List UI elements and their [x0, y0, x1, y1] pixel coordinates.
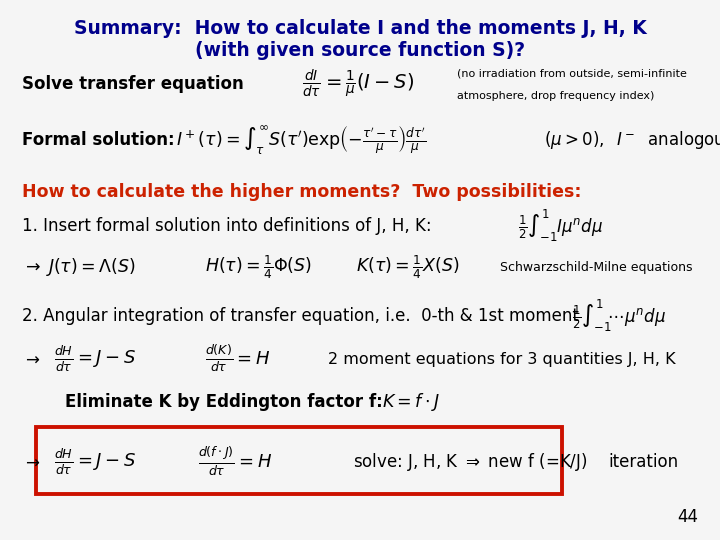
Text: 44: 44 — [678, 509, 698, 526]
Text: $(\mu > 0),$: $(\mu > 0),$ — [544, 130, 604, 151]
Text: Formal solution:: Formal solution: — [22, 131, 174, 150]
Text: $\frac{d(K)}{d\tau} = H$: $\frac{d(K)}{d\tau} = H$ — [205, 343, 271, 375]
Text: $K(\tau) = \frac{1}{4}X(S)$: $K(\tau) = \frac{1}{4}X(S)$ — [356, 253, 460, 281]
Text: $\frac{dH}{d\tau} = J - S$: $\frac{dH}{d\tau} = J - S$ — [54, 447, 136, 476]
Text: Solve transfer equation: Solve transfer equation — [22, 75, 243, 93]
Text: $K = f \cdot J$: $K = f \cdot J$ — [382, 392, 439, 413]
Text: $\rightarrow$: $\rightarrow$ — [22, 453, 40, 471]
Text: iteration: iteration — [608, 453, 678, 471]
Text: 2. Angular integration of transfer equation, i.e.  0-th & 1st moment: 2. Angular integration of transfer equat… — [22, 307, 578, 325]
Text: Schwarzschild-Milne equations: Schwarzschild-Milne equations — [500, 261, 693, 274]
Text: 1. Insert formal solution into definitions of J, H, K:: 1. Insert formal solution into definitio… — [22, 217, 431, 235]
Text: $\frac{dI}{d\tau} = \frac{1}{\mu}\left(I - S\right)$: $\frac{dI}{d\tau} = \frac{1}{\mu}\left(I… — [302, 68, 415, 100]
Text: $\rightarrow\; J(\tau) = \Lambda(S)$: $\rightarrow\; J(\tau) = \Lambda(S)$ — [22, 256, 135, 278]
Text: $\frac{d(f \cdot J)}{d\tau} = H$: $\frac{d(f \cdot J)}{d\tau} = H$ — [198, 446, 272, 478]
Text: (no irradiation from outside, semi-infinite: (no irradiation from outside, semi-infin… — [457, 69, 687, 79]
Text: $\frac{1}{2}\int_{-1}^{1} I\mu^n d\mu$: $\frac{1}{2}\int_{-1}^{1} I\mu^n d\mu$ — [518, 208, 603, 244]
Text: $\frac{1}{2}\int_{-1}^{1}\!\cdots\mu^n d\mu$: $\frac{1}{2}\int_{-1}^{1}\!\cdots\mu^n d… — [572, 298, 667, 334]
Text: (with given source function S)?: (with given source function S)? — [195, 40, 525, 59]
Text: $\frac{dH}{d\tau} = J - S$: $\frac{dH}{d\tau} = J - S$ — [54, 345, 136, 374]
Text: $H(\tau) = \frac{1}{4}\Phi(S)$: $H(\tau) = \frac{1}{4}\Phi(S)$ — [205, 253, 312, 281]
Text: solve: J, H, K $\Rightarrow$ new f (=K/J): solve: J, H, K $\Rightarrow$ new f (=K/J… — [353, 451, 588, 472]
Text: $I^+(\tau) = \int_{\tau}^{\infty} S(\tau')\exp\!\left(-\frac{\tau'-\tau}{\mu}\ri: $I^+(\tau) = \int_{\tau}^{\infty} S(\tau… — [176, 124, 426, 157]
Text: $\rightarrow$: $\rightarrow$ — [22, 350, 40, 368]
Text: How to calculate the higher moments?  Two possibilities:: How to calculate the higher moments? Two… — [22, 183, 581, 201]
Text: $I^-$  analogous: $I^-$ analogous — [616, 130, 720, 151]
Text: Summary:  How to calculate I and the moments J, H, K: Summary: How to calculate I and the mome… — [73, 19, 647, 38]
Text: 2 moment equations for 3 quantities J, H, K: 2 moment equations for 3 quantities J, H… — [328, 352, 675, 367]
Text: atmosphere, drop frequency index): atmosphere, drop frequency index) — [457, 91, 654, 100]
Text: Eliminate K by Eddington factor f:: Eliminate K by Eddington factor f: — [65, 393, 382, 411]
